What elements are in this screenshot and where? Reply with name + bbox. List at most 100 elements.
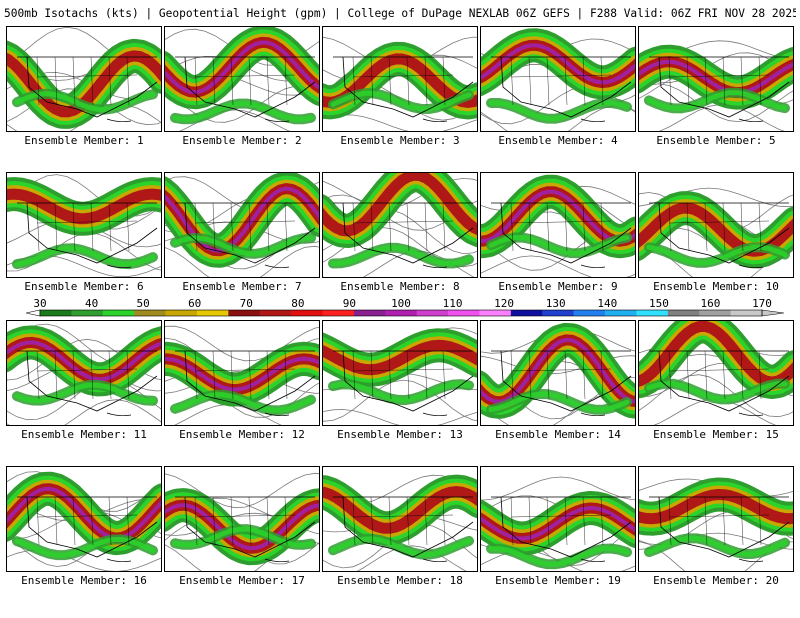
ensemble-member-label: Ensemble Member: 19 xyxy=(495,574,621,587)
jet-stream-map-graphic xyxy=(165,27,319,131)
ensemble-member-label: Ensemble Member: 5 xyxy=(656,134,776,147)
colorbar-tick-label: 150 xyxy=(649,297,669,310)
colorbar-tick-label: 110 xyxy=(443,297,463,310)
ensemble-panel: Ensemble Member: 7 xyxy=(164,172,320,324)
colorbar-tick-label: 40 xyxy=(85,297,98,310)
ensemble-map xyxy=(480,320,636,426)
jet-stream-map-graphic xyxy=(639,321,793,425)
colorbar-tick-label: 100 xyxy=(391,297,411,310)
ensemble-member-label: Ensemble Member: 1 xyxy=(24,134,144,147)
colorbar-swatch xyxy=(259,310,292,316)
jet-stream-map-graphic xyxy=(7,173,161,277)
colorbar-swatch xyxy=(40,310,72,316)
ensemble-member-label: Ensemble Member: 8 xyxy=(340,280,460,293)
ensemble-panel: Ensemble Member: 10 xyxy=(638,172,794,324)
ensemble-panel: Ensemble Member: 3 xyxy=(322,26,478,178)
colorbar-left-arrow xyxy=(25,309,41,317)
jet-stream-map-graphic xyxy=(639,467,793,571)
ensemble-panel: Ensemble Member: 4 xyxy=(480,26,636,178)
colorbar-swatch xyxy=(448,310,480,316)
ensemble-member-label: Ensemble Member: 9 xyxy=(498,280,618,293)
colorbar-tick-label: 60 xyxy=(188,297,201,310)
ensemble-member-label: Ensemble Member: 6 xyxy=(24,280,144,293)
ensemble-panel: Ensemble Member: 17 xyxy=(164,466,320,618)
ensemble-map xyxy=(638,26,794,132)
jet-stream-map-graphic xyxy=(165,467,319,571)
colorbar-tick-label: 30 xyxy=(33,297,46,310)
ensemble-map xyxy=(6,320,162,426)
colorbar-swatch xyxy=(416,310,449,316)
ensemble-map xyxy=(322,320,478,426)
ensemble-map xyxy=(638,172,794,278)
ensemble-member-label: Ensemble Member: 7 xyxy=(182,280,302,293)
ensemble-member-label: Ensemble Member: 13 xyxy=(337,428,463,441)
colorbar-swatch xyxy=(134,310,166,316)
colorbar-swatch xyxy=(636,310,669,316)
ensemble-member-label: Ensemble Member: 11 xyxy=(21,428,147,441)
ensemble-map xyxy=(480,26,636,132)
colorbar-swatch xyxy=(510,310,543,316)
colorbar-swatch xyxy=(228,310,261,316)
colorbar-tick-label: 140 xyxy=(597,297,617,310)
header-run-info: 06Z GEFS | F288 Valid: 06Z FRI NOV 28 20… xyxy=(515,7,796,20)
ensemble-map xyxy=(164,26,320,132)
ensemble-map xyxy=(322,26,478,132)
colorbar-swatch xyxy=(71,310,104,316)
colorbar-tick-label: 170 xyxy=(752,297,772,310)
jet-stream-map-graphic xyxy=(639,173,793,277)
ensemble-map xyxy=(6,172,162,278)
ensemble-panel: Ensemble Member: 16 xyxy=(6,466,162,618)
colorbar-swatch xyxy=(573,310,606,316)
ensemble-member-label: Ensemble Member: 16 xyxy=(21,574,147,587)
ensemble-member-label: Ensemble Member: 12 xyxy=(179,428,305,441)
ensemble-member-label: Ensemble Member: 15 xyxy=(653,428,779,441)
colorbar-swatch xyxy=(353,310,386,316)
jet-stream-map-graphic xyxy=(481,321,635,425)
ensemble-map xyxy=(322,466,478,572)
jet-stream-map-graphic xyxy=(481,467,635,571)
colorbar-swatch xyxy=(667,310,700,316)
ensemble-map xyxy=(480,466,636,572)
colorbar-tick-label: 160 xyxy=(700,297,720,310)
colorbar-tick-label: 120 xyxy=(494,297,514,310)
colorbar-tick-label: 70 xyxy=(240,297,253,310)
ensemble-panel: Ensemble Member: 8 xyxy=(322,172,478,324)
jet-stream-map-graphic xyxy=(165,321,319,425)
colorbar-swatch xyxy=(102,310,135,316)
jet-stream-map-graphic xyxy=(7,27,161,131)
jet-stream-map-graphic xyxy=(481,173,635,277)
ensemble-map xyxy=(6,466,162,572)
ensemble-member-label: Ensemble Member: 14 xyxy=(495,428,621,441)
colorbar-tick-label: 130 xyxy=(546,297,566,310)
isotach-colorbar: 30 40 50 60 70 80 90 100 110 120 130 140 150 160 170 xyxy=(0,296,800,318)
jet-stream-map-graphic xyxy=(323,173,477,277)
ensemble-map xyxy=(638,320,794,426)
ensemble-panel: Ensemble Member: 15 xyxy=(638,320,794,472)
ensemble-member-label: Ensemble Member: 3 xyxy=(340,134,460,147)
colorbar-swatch xyxy=(542,310,574,316)
ensemble-member-label: Ensemble Member: 4 xyxy=(498,134,618,147)
colorbar-swatch xyxy=(385,310,417,316)
ensemble-panel: Ensemble Member: 9 xyxy=(480,172,636,324)
ensemble-panel: Ensemble Member: 1 xyxy=(6,26,162,178)
jet-stream-map-graphic xyxy=(165,173,319,277)
colorbar-swatch xyxy=(699,310,731,316)
ensemble-panel: Ensemble Member: 12 xyxy=(164,320,320,472)
ensemble-panel: Ensemble Member: 11 xyxy=(6,320,162,472)
ensemble-panel: Ensemble Member: 13 xyxy=(322,320,478,472)
ensemble-member-label: Ensemble Member: 17 xyxy=(179,574,305,587)
ensemble-panel: Ensemble Member: 19 xyxy=(480,466,636,618)
ensemble-panel: Ensemble Member: 14 xyxy=(480,320,636,472)
ensemble-panel: Ensemble Member: 6 xyxy=(6,172,162,324)
ensemble-panel: Ensemble Member: 5 xyxy=(638,26,794,178)
ensemble-member-label: Ensemble Member: 20 xyxy=(653,574,779,587)
ensemble-map xyxy=(638,466,794,572)
colorbar-swatch xyxy=(605,310,637,316)
ensemble-map xyxy=(164,466,320,572)
ensemble-panel: Ensemble Member: 2 xyxy=(164,26,320,178)
colorbar-right-arrow xyxy=(761,309,785,317)
header-title: 500mb Isotachs (kts) | Geopotential Heig… xyxy=(4,7,510,20)
colorbar-swatch xyxy=(479,310,512,316)
jet-stream-map-graphic xyxy=(323,467,477,571)
jet-stream-map-graphic xyxy=(323,321,477,425)
